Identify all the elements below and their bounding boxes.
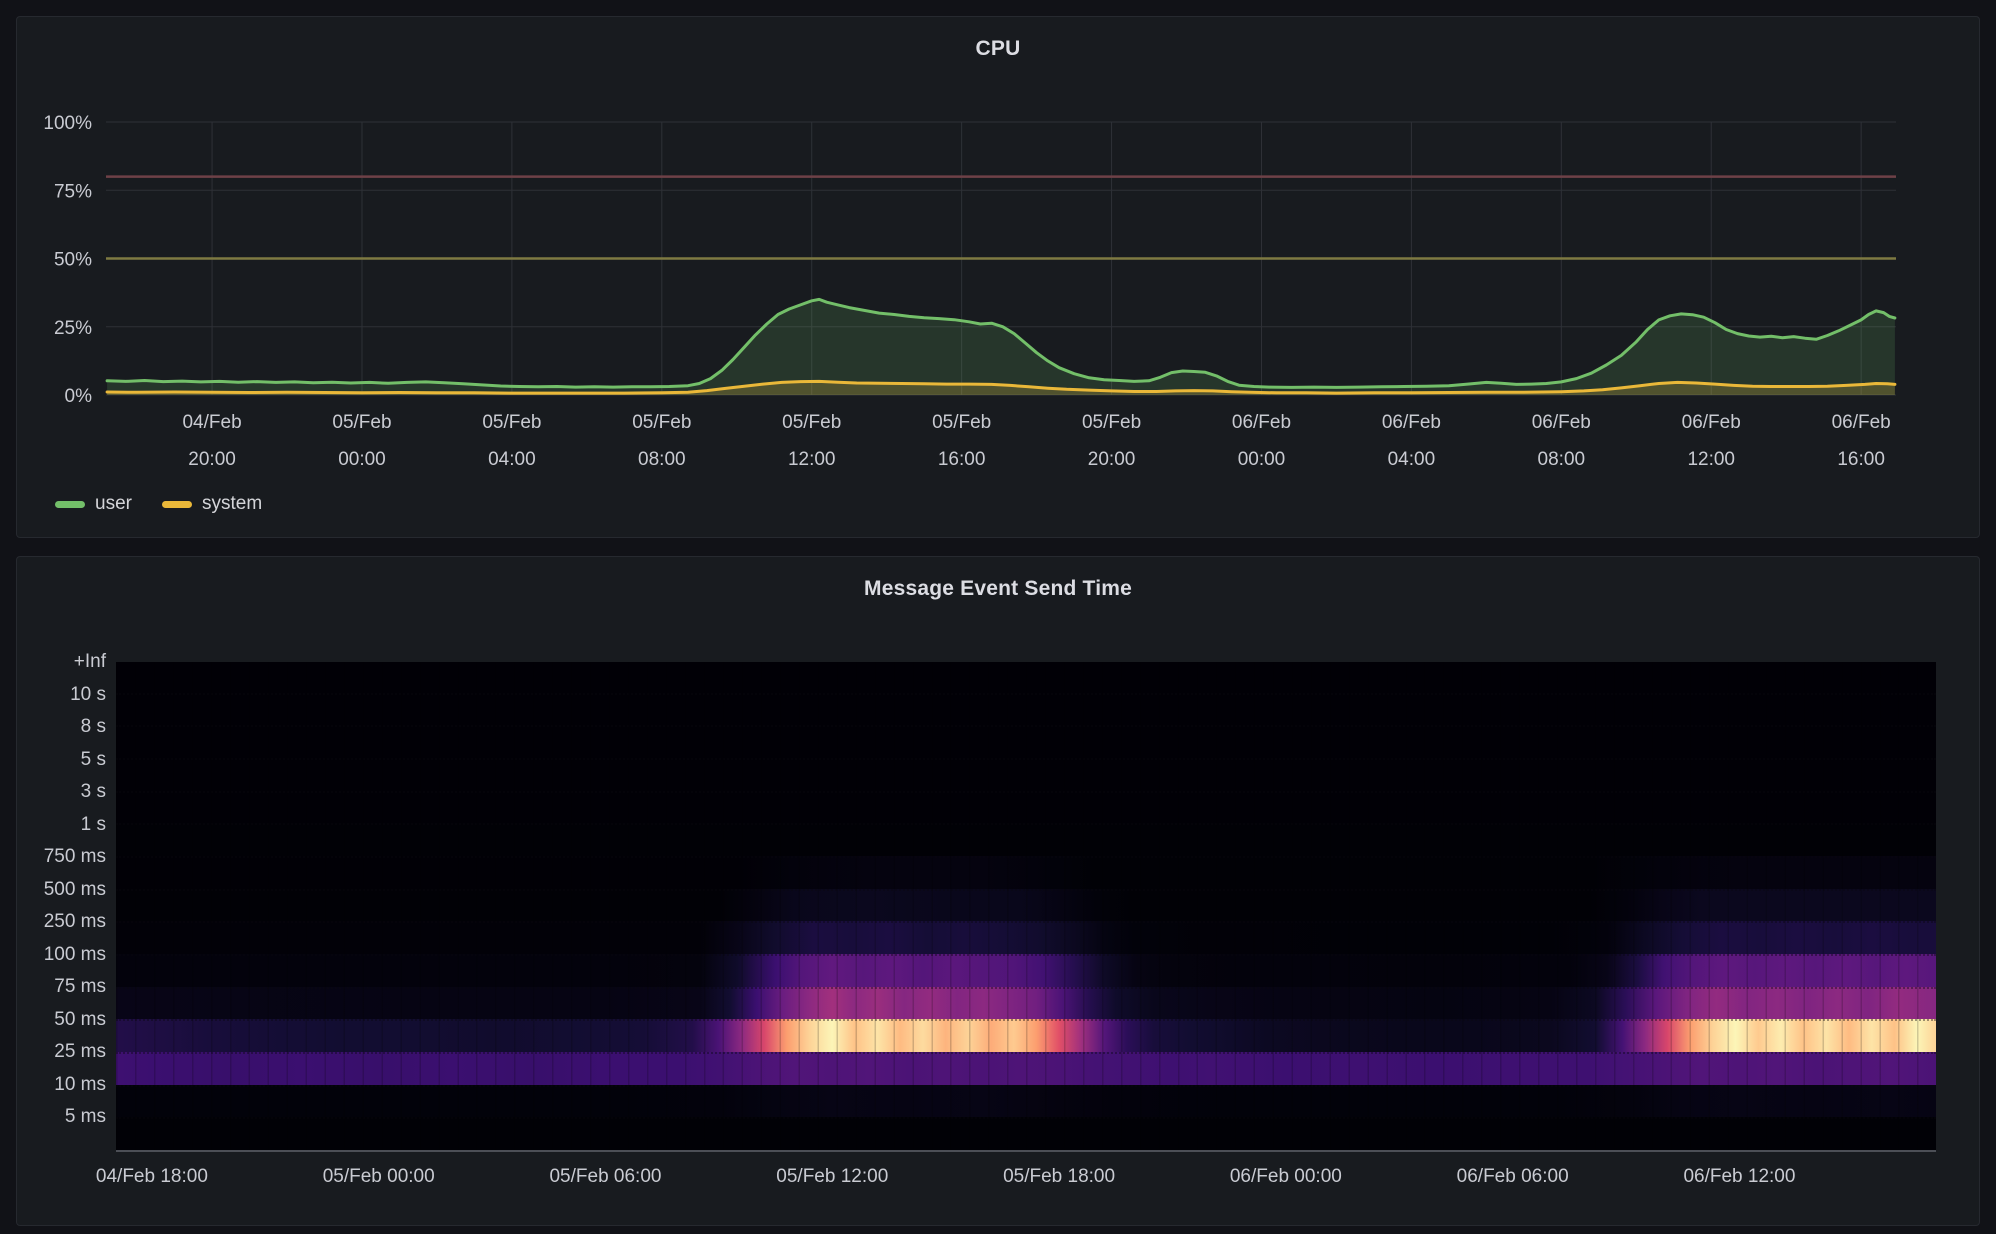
heatmap-row-1s[interactable] bbox=[116, 823, 1936, 857]
cpu-x-tick-date: 06/Feb bbox=[1832, 412, 1891, 433]
cpu-series-fill-user bbox=[107, 299, 1895, 395]
cpu-series-line-user bbox=[105, 297, 1897, 389]
cpu-x-tick-date: 06/Feb bbox=[1382, 412, 1441, 433]
heatmap-y-tick-label: 1 s bbox=[80, 813, 106, 835]
heatmap-x-tick-label: 05/Feb 06:00 bbox=[549, 1166, 662, 1187]
heatmap-y-tick-label: 75 ms bbox=[54, 976, 106, 998]
heatmap-row-250ms[interactable] bbox=[116, 921, 1936, 955]
legend-swatch-system bbox=[161, 500, 192, 508]
cpu-x-tick-time: 20:00 bbox=[188, 449, 236, 470]
cpu-x-tick-time: 20:00 bbox=[1088, 449, 1136, 470]
heatmap-row-10ms[interactable] bbox=[116, 1084, 1936, 1118]
heatmap-x-tick-label: 06/Feb 12:00 bbox=[1683, 1166, 1796, 1187]
heatmap-y-tick-label: 3 s bbox=[80, 781, 106, 803]
heatmap-panel: Message Event Send Time +Inf 10 s 8 s 5 s 3 … bbox=[16, 556, 1980, 1226]
cpu-series-line-system bbox=[105, 379, 1897, 395]
heatmap-row-5ms[interactable] bbox=[116, 1117, 1936, 1151]
heatmap-y-tick-label: 5 s bbox=[80, 748, 106, 770]
cpu-x-tick-date: 05/Feb bbox=[1082, 412, 1141, 433]
cpu-y-tick-label: 50% bbox=[54, 250, 92, 271]
heatmap-row-10s[interactable] bbox=[116, 692, 1936, 726]
heatmap-y-tick-label: 10 s bbox=[70, 683, 106, 705]
cpu-y-tick-label: 100% bbox=[43, 113, 92, 134]
heatmap-y-tick-label: 500 ms bbox=[43, 878, 106, 900]
cpu-x-tick-time: 04:00 bbox=[488, 449, 536, 470]
cpu-x-tick-time: 12:00 bbox=[1687, 449, 1735, 470]
heatmap-row-100ms[interactable] bbox=[116, 954, 1936, 987]
heatmap-row-750ms[interactable] bbox=[116, 856, 1936, 889]
heatmap-y-tick-label: 250 ms bbox=[43, 911, 106, 933]
cpu-chart-svg[interactable]: 0% 25% 50% 75% 100% 04/Feb 20:00 05/Feb 00:00 05/… bbox=[17, 17, 1981, 539]
heatmap-y-tick-label: 8 s bbox=[80, 716, 106, 738]
cpu-x-tick-time: 16:00 bbox=[938, 449, 986, 470]
heatmap-row-+Inf[interactable] bbox=[116, 662, 1936, 693]
heatmap-x-tick-label: 05/Feb 18:00 bbox=[1003, 1166, 1116, 1187]
cpu-x-tick-date: 05/Feb bbox=[632, 412, 691, 433]
cpu-x-tick-time: 08:00 bbox=[1538, 449, 1586, 470]
cpu-x-tick-date: 04/Feb bbox=[182, 412, 241, 433]
heatmap-x-tick-label: 05/Feb 00:00 bbox=[322, 1166, 435, 1187]
heatmap-y-tick-label: 25 ms bbox=[54, 1041, 106, 1063]
cpu-x-tick-time: 16:00 bbox=[1837, 449, 1885, 470]
heatmap-y-axis: +Inf 10 s 8 s 5 s 3 s 1 s 750 ms 500 ms 250 ms 10… bbox=[17, 651, 106, 1150]
cpu-panel-title[interactable]: CPU bbox=[975, 37, 1021, 60]
heatmap-row-8s[interactable] bbox=[116, 725, 1936, 759]
heatmap-x-tick-label: 06/Feb 00:00 bbox=[1229, 1166, 1342, 1187]
cpu-chart-area[interactable]: 0% 25% 50% 75% 100% 04/Feb 20:00 05/Feb 00:00 05/… bbox=[17, 17, 1979, 537]
legend-item-user[interactable]: user bbox=[55, 493, 132, 515]
heatmap-x-tick-label: 06/Feb 06:00 bbox=[1456, 1166, 1569, 1187]
cpu-x-tick-date: 06/Feb bbox=[1232, 412, 1291, 433]
cpu-x-tick-date: 06/Feb bbox=[1682, 412, 1741, 433]
legend-swatch-user bbox=[55, 500, 85, 508]
cpu-x-tick-time: 04:00 bbox=[1388, 449, 1436, 470]
legend-label: system bbox=[201, 493, 263, 514]
cpu-legend: user system bbox=[55, 493, 262, 515]
cpu-y-tick-label: 0% bbox=[65, 386, 93, 407]
heatmap-y-tick-label: 750 ms bbox=[43, 846, 106, 868]
heatmap-y-tick-label: 5 ms bbox=[64, 1106, 106, 1128]
cpu-x-tick-date: 06/Feb bbox=[1532, 412, 1591, 433]
heatmap-row-3s[interactable] bbox=[116, 790, 1936, 824]
cpu-series-fill-system bbox=[107, 381, 1895, 395]
heatmap-row-5s[interactable] bbox=[116, 758, 1936, 791]
heatmap-x-tick-label: 04/Feb 18:00 bbox=[95, 1166, 208, 1187]
cpu-x-tick-time: 12:00 bbox=[788, 449, 836, 470]
heatmap-plot[interactable] bbox=[116, 662, 1936, 1152]
heatmap-x-tick-label: 05/Feb 12:00 bbox=[776, 1166, 889, 1187]
heatmap-row-75ms[interactable] bbox=[116, 986, 1936, 1020]
heatmap-row-50ms[interactable] bbox=[116, 1019, 1936, 1053]
cpu-panel: 0% 25% 50% 75% 100% 04/Feb 20:00 05/Feb 00:00 05/… bbox=[16, 16, 1980, 538]
heatmap-y-tick-label: +Inf bbox=[73, 651, 106, 672]
cpu-x-tick-time: 08:00 bbox=[638, 449, 686, 470]
cpu-y-tick-label: 25% bbox=[54, 318, 92, 339]
cpu-x-tick-date: 05/Feb bbox=[932, 412, 991, 433]
heatmap-y-tick-label: 50 ms bbox=[54, 1008, 106, 1030]
heatmap-y-tick-label: 10 ms bbox=[54, 1073, 106, 1095]
heatmap-row-500ms[interactable] bbox=[116, 888, 1936, 922]
cpu-x-tick-date: 05/Feb bbox=[482, 412, 541, 433]
heatmap-panel-title[interactable]: Message Event Send Time bbox=[864, 577, 1132, 600]
legend-label: user bbox=[95, 493, 132, 514]
cpu-x-tick-time: 00:00 bbox=[338, 449, 386, 470]
legend-item-system[interactable]: system bbox=[161, 493, 263, 515]
cpu-x-tick-date: 05/Feb bbox=[332, 412, 391, 433]
cpu-x-tick-time: 00:00 bbox=[1238, 449, 1286, 470]
cpu-y-tick-label: 75% bbox=[54, 181, 92, 202]
heatmap-row-25ms[interactable] bbox=[116, 1052, 1936, 1085]
heatmap-y-tick-label: 100 ms bbox=[43, 943, 106, 965]
cpu-x-tick-date: 05/Feb bbox=[782, 412, 841, 433]
